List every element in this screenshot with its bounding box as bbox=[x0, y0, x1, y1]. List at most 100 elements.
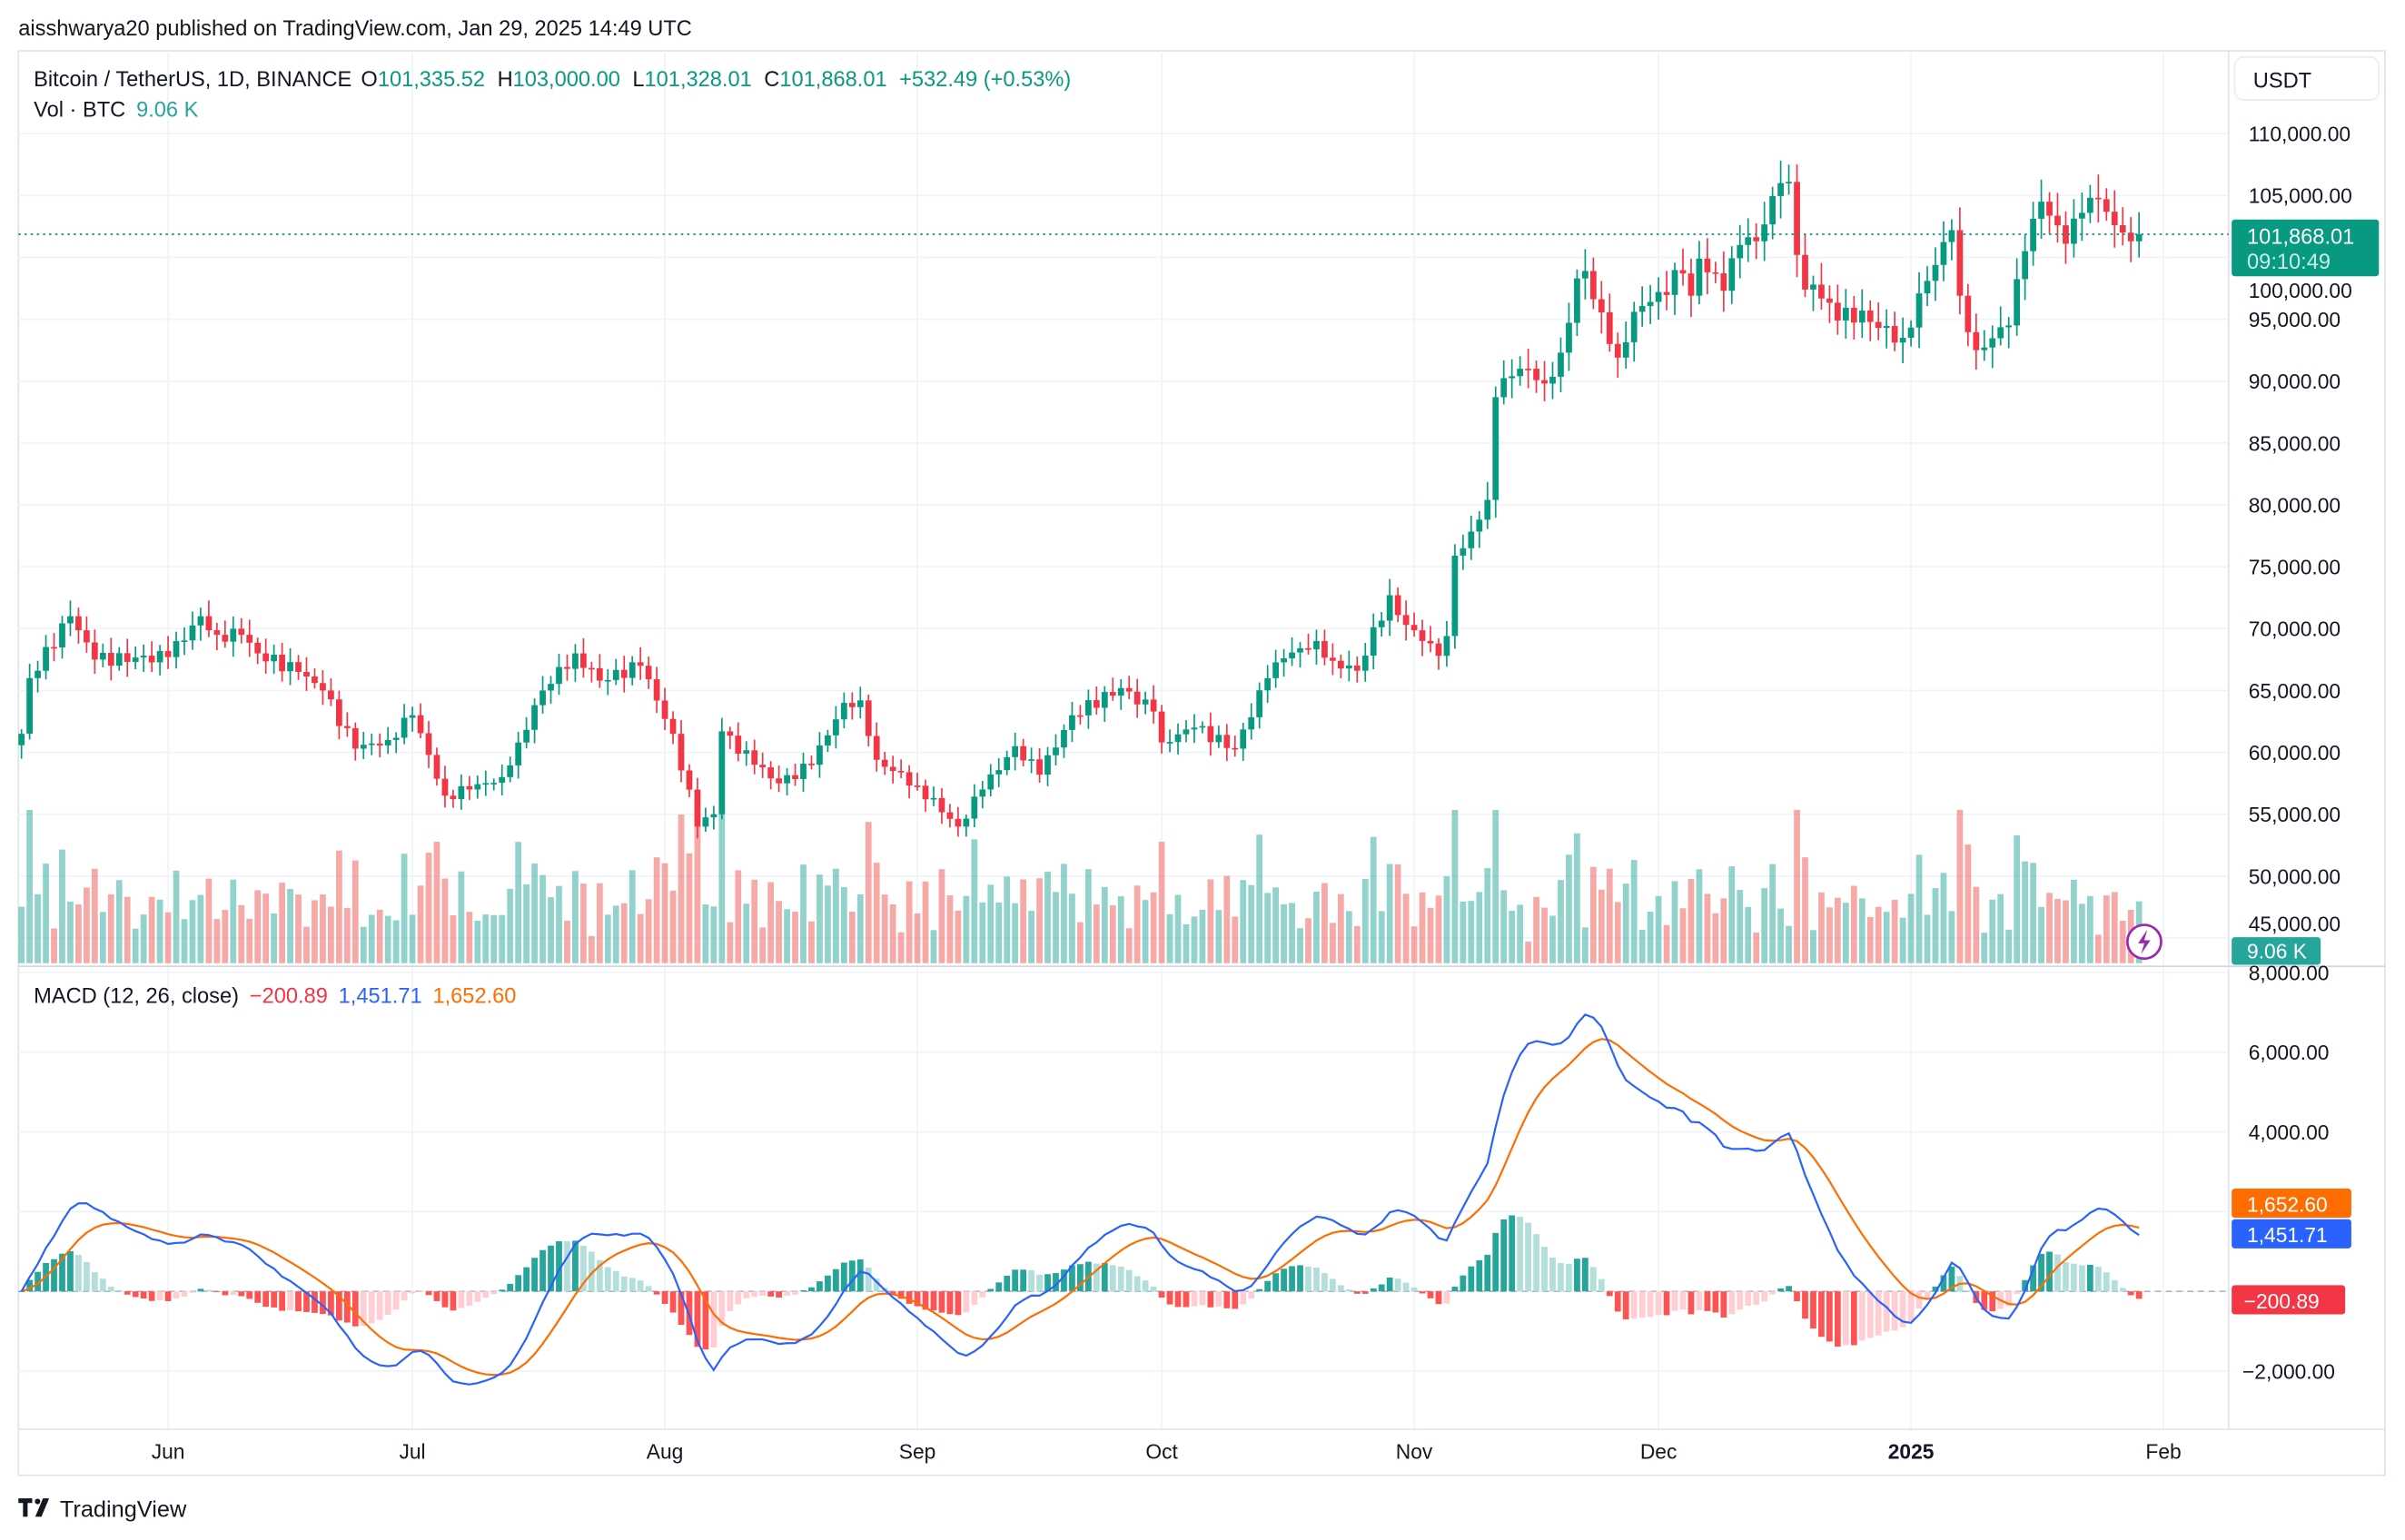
candle bbox=[979, 781, 986, 809]
candle bbox=[906, 765, 913, 799]
macd-histogram-bar bbox=[1834, 1291, 1841, 1348]
candle bbox=[1158, 705, 1165, 754]
candle bbox=[1012, 732, 1019, 771]
macd-histogram-bar bbox=[91, 1272, 98, 1292]
candle bbox=[441, 765, 449, 808]
candle bbox=[1484, 481, 1491, 529]
volume-bar bbox=[759, 927, 767, 963]
candle bbox=[2103, 188, 2110, 222]
macd-histogram-bar bbox=[1679, 1291, 1687, 1310]
time-axis[interactable]: Jun Jul Aug Sep Oct Nov Dec 2025 Feb bbox=[152, 1439, 2182, 1463]
candle bbox=[1305, 633, 1311, 655]
macd-histogram-bar bbox=[441, 1291, 449, 1308]
macd-histogram-bar bbox=[1566, 1263, 1572, 1292]
candle bbox=[173, 631, 180, 669]
macd-histogram-bar bbox=[1558, 1262, 1564, 1292]
macd-histogram-bar bbox=[1133, 1276, 1141, 1292]
volume-bar bbox=[1582, 927, 1588, 963]
macd-histogram-bar bbox=[743, 1291, 750, 1298]
macd-histogram-bar bbox=[1476, 1259, 1483, 1292]
price-axis[interactable]: 110,000.00 105,000.00 100,000.00 95,000.00 9… bbox=[2242, 123, 2352, 1384]
candle bbox=[1207, 712, 1214, 756]
close-value: 101,868.01 bbox=[779, 68, 886, 92]
candle bbox=[1509, 359, 1516, 399]
chart-frame bbox=[17, 50, 2386, 1476]
macd-histogram-bar bbox=[1248, 1291, 1255, 1299]
macd-tick-label: −2,000.00 bbox=[2242, 1359, 2335, 1383]
candle bbox=[523, 716, 529, 749]
candle bbox=[1174, 723, 1182, 755]
macd-histogram-bar bbox=[303, 1291, 310, 1312]
macd-histogram-bar bbox=[335, 1291, 342, 1321]
volume-bar bbox=[1541, 907, 1548, 963]
time-tick-label: Nov bbox=[1396, 1439, 1433, 1463]
volume-bar bbox=[1232, 916, 1239, 963]
lightning-icon[interactable] bbox=[2125, 923, 2163, 961]
macd-histogram-bar bbox=[930, 1291, 937, 1311]
volume-bar bbox=[963, 895, 970, 963]
macd-histogram-bar bbox=[767, 1291, 775, 1297]
candle bbox=[897, 759, 905, 778]
macd-histogram-bar bbox=[1289, 1266, 1295, 1292]
candle bbox=[1753, 222, 1760, 260]
volume-bar bbox=[2014, 834, 2021, 963]
candle bbox=[1289, 637, 1295, 666]
candle bbox=[1989, 325, 1996, 369]
symbol-title[interactable]: Bitcoin / TetherUS, 1D, BINANCE bbox=[34, 68, 351, 92]
macd-histogram-bar bbox=[417, 1291, 424, 1293]
macd-title[interactable]: MACD (12, 26, close) bbox=[34, 985, 239, 1009]
macd-histogram-bar bbox=[735, 1291, 742, 1305]
candle bbox=[466, 775, 473, 800]
volume-bar bbox=[1777, 908, 1784, 963]
candle bbox=[1671, 262, 1678, 315]
candle bbox=[620, 656, 628, 693]
candle bbox=[848, 692, 856, 720]
macd-histogram-bar bbox=[1061, 1269, 1067, 1292]
macd-histogram-bar bbox=[2111, 1279, 2118, 1292]
macd-histogram-bar bbox=[865, 1267, 872, 1292]
volume-bar bbox=[1899, 917, 1906, 963]
volume-label[interactable]: Vol · BTC bbox=[34, 99, 125, 123]
volume-bar bbox=[1965, 844, 1972, 963]
volume-bar bbox=[889, 903, 896, 963]
macd-histogram-bar bbox=[702, 1291, 709, 1350]
macd-histogram-bar bbox=[1907, 1291, 1915, 1321]
candle bbox=[1036, 747, 1043, 783]
macd-histogram-bar bbox=[490, 1291, 498, 1295]
candle bbox=[1378, 611, 1385, 637]
candle bbox=[1451, 544, 1459, 649]
volume-bar bbox=[384, 915, 391, 963]
volume-bar bbox=[1907, 893, 1915, 963]
candle bbox=[833, 706, 839, 749]
candle bbox=[628, 656, 636, 686]
candle bbox=[360, 731, 367, 759]
candle bbox=[588, 661, 595, 683]
volume-bar bbox=[433, 842, 440, 963]
candle bbox=[1973, 313, 1980, 370]
volume-bar bbox=[441, 878, 449, 963]
macd-histogram-bar bbox=[1150, 1286, 1157, 1292]
candle bbox=[840, 692, 847, 729]
currency-button[interactable]: USDT bbox=[2233, 55, 2380, 101]
macd-histogram-bar bbox=[1858, 1291, 1866, 1341]
candle bbox=[458, 774, 465, 810]
macd-histogram-bar bbox=[580, 1246, 587, 1292]
candle bbox=[808, 755, 815, 770]
candle bbox=[148, 641, 155, 673]
candle bbox=[1166, 729, 1173, 753]
volume-bar bbox=[417, 885, 424, 963]
volume-bar bbox=[466, 912, 473, 963]
tradingview-logo[interactable]: TradingView bbox=[18, 1496, 187, 1522]
volume-bar bbox=[1004, 876, 1011, 963]
candle bbox=[1997, 306, 2004, 346]
candle bbox=[1084, 689, 1092, 729]
macd-histogram-bar bbox=[1818, 1291, 1825, 1338]
macd-histogram-bar bbox=[1850, 1291, 1857, 1346]
volume-bar bbox=[938, 869, 945, 963]
macd-histogram-bar bbox=[84, 1261, 90, 1292]
candle bbox=[1053, 734, 1059, 765]
candle bbox=[1264, 665, 1272, 703]
macd-histogram-bar bbox=[995, 1282, 1003, 1292]
macd-histogram-bar bbox=[1704, 1291, 1711, 1311]
